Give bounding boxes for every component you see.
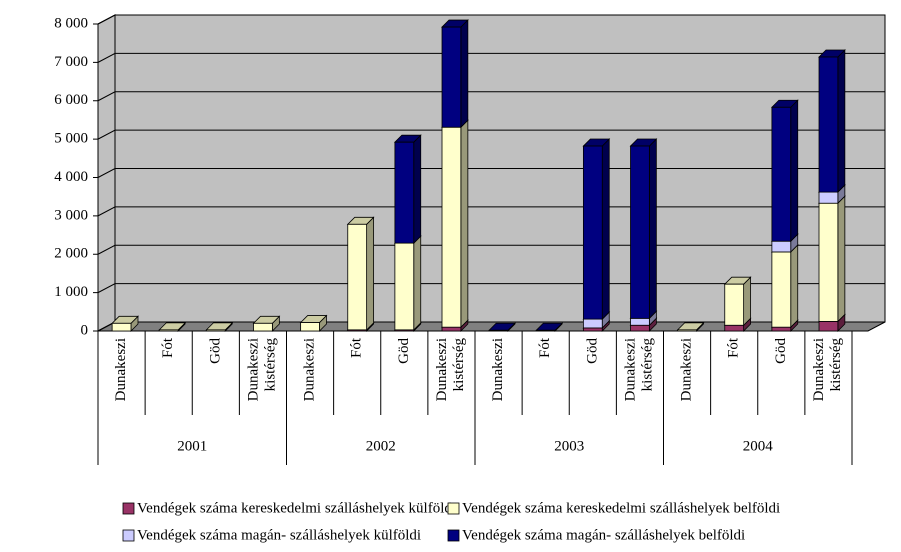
- bar: [582, 318, 603, 329]
- grid-line: [97, 283, 885, 294]
- bar: [818, 56, 839, 193]
- grid-line: [97, 14, 885, 25]
- y-tick-label: 6 000: [54, 92, 88, 108]
- x-tick-label: Göd: [396, 338, 412, 364]
- bar: [818, 191, 839, 204]
- legend-label: Vendégek száma magán- szálláshelyek külf…: [137, 527, 421, 543]
- x-tick-label: Dunakeszi: [679, 338, 695, 401]
- y-tick-label: 2 000: [54, 246, 88, 262]
- x-tick-label: Dunakeszi: [302, 338, 318, 401]
- grid-line: [97, 206, 885, 217]
- legend-swatch: [447, 529, 460, 542]
- legend-label: Vendégek száma magán- szálláshelyek belf…: [462, 527, 745, 543]
- bar: [441, 26, 462, 128]
- grid-line: [97, 129, 885, 140]
- bar: [818, 202, 839, 322]
- bar: [535, 329, 556, 332]
- legend-label: Vendégek száma kereskedelmi szálláshelye…: [462, 500, 780, 516]
- bar: [582, 327, 603, 332]
- bar: [111, 322, 132, 332]
- x-tick-label: Fót: [726, 337, 742, 358]
- legend-swatch: [122, 529, 135, 542]
- y-tick-label: 4 000: [54, 169, 88, 185]
- x-group-label: 2001: [177, 438, 207, 454]
- x-tick-label: Dunakeszikistérség: [246, 338, 279, 402]
- bar-side: [837, 49, 846, 194]
- bar: [677, 329, 697, 332]
- bar: [724, 283, 745, 326]
- bar-side: [460, 19, 469, 129]
- bar: [771, 240, 792, 253]
- x-tick-label: Fót: [160, 337, 176, 358]
- bar: [205, 329, 226, 332]
- grid-line: [97, 91, 885, 102]
- legend-swatch: [122, 502, 135, 515]
- x-tick-label: Göd: [773, 338, 789, 364]
- bar: [488, 329, 509, 332]
- x-axis-labels: Dunakeszi Fót Göd Dunakeszikistérség Dunakes…: [97, 331, 853, 465]
- bar: [347, 223, 368, 331]
- bar: [253, 322, 273, 332]
- bar: [724, 324, 745, 332]
- bar: [630, 317, 650, 326]
- x-group-label: 2004: [743, 438, 774, 454]
- bar-side: [743, 276, 752, 327]
- bar: [771, 251, 792, 328]
- x-tick-label: Fót: [349, 337, 365, 358]
- bar: [394, 141, 415, 244]
- bar-side: [837, 195, 846, 323]
- x-tick-label: Göd: [207, 338, 223, 364]
- y-tick-label: 3 000: [54, 207, 88, 223]
- x-group-label: 2003: [554, 438, 584, 454]
- bar-side: [413, 134, 422, 245]
- bar: [300, 322, 320, 332]
- bar: [441, 126, 462, 328]
- bar: [818, 321, 839, 332]
- y-tick-label: 8 000: [54, 15, 88, 31]
- y-tick-label: 7 000: [54, 54, 88, 70]
- bar-side: [366, 216, 375, 331]
- x-tick-label: Dunakeszikistérség: [434, 338, 467, 402]
- bar: [582, 145, 603, 320]
- bar-side: [601, 138, 610, 321]
- grid-line: [97, 244, 885, 255]
- x-tick-label: Fót: [537, 337, 553, 358]
- bar: [394, 242, 415, 331]
- bar: [771, 326, 792, 332]
- bar-side: [648, 138, 657, 320]
- bar-side: [790, 243, 799, 329]
- grid-line: [97, 168, 885, 178]
- y-tick-label: 5 000: [54, 131, 88, 147]
- bar: [158, 329, 179, 332]
- x-tick-label: Dunakeszi: [490, 338, 506, 401]
- legend-label: Vendégek száma kereskedelmi szálláshelye…: [137, 500, 456, 516]
- x-group-label: 2002: [366, 438, 396, 454]
- bar-side: [460, 119, 469, 329]
- x-tick-label: Göd: [584, 338, 600, 364]
- bar: [441, 326, 462, 332]
- y-tick-label: 0: [81, 322, 89, 338]
- bar: [630, 324, 650, 332]
- legend-swatch: [447, 502, 460, 515]
- y-tick-label: 1 000: [54, 284, 88, 300]
- bar-side: [413, 235, 422, 331]
- x-tick-label: Dunakeszi: [113, 338, 129, 401]
- grid-line: [97, 52, 885, 63]
- x-tick-label: Dunakeszikistérség: [811, 338, 844, 402]
- bar: [771, 106, 792, 242]
- x-tick-label: Dunakeszikistérség: [623, 338, 656, 402]
- bar: [630, 145, 650, 319]
- bar-side: [790, 99, 799, 243]
